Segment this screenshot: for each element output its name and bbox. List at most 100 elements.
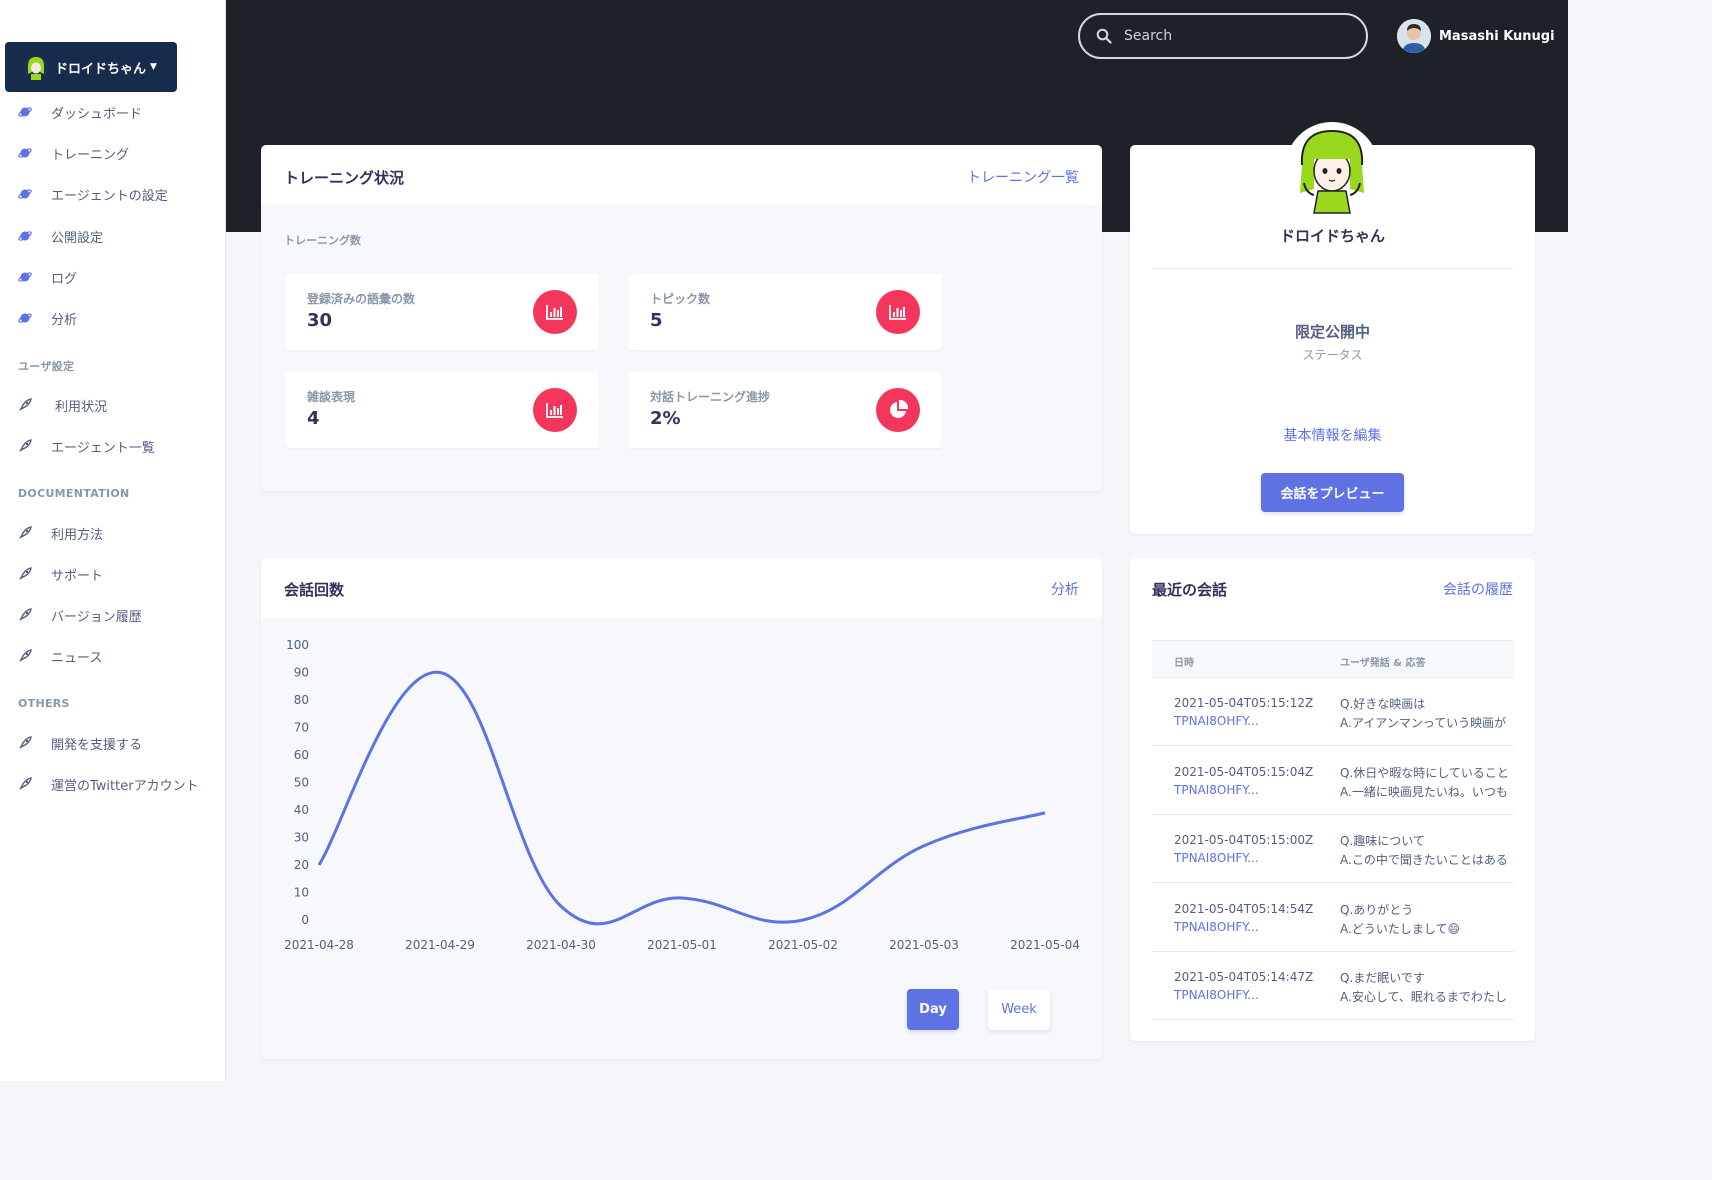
day-button[interactable]: Day — [907, 989, 959, 1030]
sidebar-section-others: OTHERS — [18, 697, 70, 710]
sidebar-item-publish-settings[interactable]: 公開設定 — [0, 224, 226, 248]
planet-icon — [18, 189, 32, 199]
row-session-id-link[interactable]: TPNAI8OHFY... — [1174, 851, 1259, 865]
sidebar-item-label: 利用状況 — [55, 399, 108, 415]
caret-down-icon: ▼ — [150, 62, 157, 72]
rocket-icon — [19, 398, 32, 411]
row-agent-response: A.この中で聞きたいことはある — [1340, 853, 1508, 867]
row-session-id-link[interactable]: TPNAI8OHFY... — [1174, 714, 1259, 728]
analytics-link[interactable]: 分析 — [1051, 582, 1079, 598]
user-menu[interactable]: Masashi Kunugi — [1397, 19, 1555, 53]
planet-icon — [18, 272, 32, 282]
row-session-id-link[interactable]: TPNAI8OHFY... — [1174, 988, 1259, 1002]
row-datetime: 2021-05-04T05:15:04Z — [1174, 764, 1314, 779]
sidebar-item-label: 公開設定 — [51, 230, 104, 246]
table-row[interactable]: 2021-05-04T05:15:12Z TPNAI8OHFY... Q.好きな映画… — [1152, 678, 1514, 746]
y-tick-label: 40 — [294, 803, 309, 817]
search-box[interactable] — [1078, 13, 1368, 59]
sidebar: ドロイドちゃん ▼ ダッシュボード トレーニング エージェントの設定 公開設定 … — [0, 0, 226, 1081]
stat-small-talk: 雑談表現 4 — [285, 372, 599, 448]
y-tick-label: 90 — [294, 666, 309, 680]
row-agent-response: A.安心して、眠れるまでわたし — [1340, 990, 1507, 1004]
preview-conversation-button[interactable]: 会話をプレビュー — [1261, 473, 1404, 512]
x-tick-label: 2021-04-28 — [284, 938, 354, 952]
row-user-utterance: Q.まだ眠いです — [1340, 971, 1425, 985]
stat-dialog-training-progress: 対話トレーニング進捗 2% — [628, 372, 942, 448]
planet-icon — [18, 231, 32, 241]
y-tick-label: 10 — [294, 886, 309, 900]
profile-card: ドロイドちゃん 限定公開中 ステータス 基本情報を編集 会話をプレビュー — [1130, 122, 1535, 534]
series-line — [317, 670, 1046, 926]
stat-label: 雑談表現 — [307, 390, 356, 404]
rocket-icon — [19, 526, 32, 539]
sidebar-item-dashboard[interactable]: ダッシュボード — [0, 100, 226, 124]
sidebar-item-label: エージェントの設定 — [51, 188, 168, 204]
training-card-body: トレーニング数 登録済みの語彙の数 30 トピック数 5 雑談表現 4 対話トレ… — [261, 205, 1102, 491]
stat-topics: トピック数 5 — [628, 274, 942, 350]
bar-chart-icon — [876, 290, 920, 334]
recent-card-title: 最近の会話 — [1152, 581, 1228, 599]
sidebar-item-usage[interactable]: 利用状況 — [0, 393, 226, 417]
row-datetime: 2021-05-04T05:15:12Z — [1174, 696, 1314, 710]
sidebar-item-label: 開発を支援する — [51, 737, 143, 753]
rocket-icon — [19, 567, 32, 580]
pie-chart-icon — [876, 388, 920, 432]
sidebar-item-label: ダッシュボード — [51, 106, 143, 122]
rocket-icon — [19, 439, 32, 452]
x-tick-label: 2021-05-03 — [889, 938, 959, 952]
row-datetime: 2021-05-04T05:14:54Z — [1174, 901, 1314, 916]
row-session-id-link[interactable]: TPNAI8OHFY... — [1174, 919, 1259, 934]
sidebar-section-user: ユーザ設定 — [18, 360, 75, 373]
sidebar-item-label: バージョン履歴 — [51, 609, 142, 625]
row-user-utterance: Q.趣味について — [1340, 834, 1425, 848]
training-status-card: トレーニング状況 トレーニング一覧 トレーニング数 登録済みの語彙の数 30 ト… — [261, 145, 1102, 491]
sidebar-item-news[interactable]: ニュース — [0, 644, 226, 668]
droid-chan-profile-avatar — [1285, 122, 1379, 216]
edit-basic-info-link[interactable]: 基本情報を編集 — [1283, 428, 1382, 444]
search-input[interactable] — [1124, 28, 1344, 44]
row-user-utterance: Q.好きな映画は — [1340, 697, 1426, 711]
conversation-history-link[interactable]: 会話の履歴 — [1443, 582, 1513, 598]
row-datetime: 2021-05-04T05:15:00Z — [1174, 833, 1314, 847]
sidebar-item-label: エージェント一覧 — [51, 440, 155, 456]
table-header: 日時 ユーザ発話 & 応答 — [1152, 640, 1514, 678]
sidebar-item-agent-settings[interactable]: エージェントの設定 — [0, 182, 226, 206]
training-list-link[interactable]: トレーニング一覧 — [967, 170, 1079, 186]
table-row[interactable]: 2021-05-04T05:15:00Z TPNAI8OHFY... Q.趣味につい… — [1152, 815, 1514, 883]
user-name: Masashi Kunugi — [1439, 28, 1555, 44]
table-row[interactable]: 2021-05-04T05:15:04Z TPNAI8OHFY... Q.休日や暇な… — [1152, 747, 1514, 815]
x-tick-label: 2021-05-02 — [768, 938, 838, 952]
brand-name: ドロイドちゃん — [55, 61, 147, 77]
row-user-utterance: Q.休日や暇な時にしていること — [1340, 765, 1509, 780]
sidebar-item-label: サポート — [51, 568, 104, 584]
stat-value: 4 — [307, 408, 320, 429]
search-icon — [1096, 28, 1112, 44]
rocket-icon — [19, 649, 32, 662]
training-card-title: トレーニング状況 — [284, 169, 405, 187]
sidebar-item-analytics[interactable]: 分析 — [0, 306, 226, 330]
row-datetime: 2021-05-04T05:14:47Z — [1174, 970, 1314, 984]
stat-value: 2% — [650, 408, 681, 429]
sidebar-item-twitter-account[interactable]: 運営のTwitterアカウント — [0, 772, 226, 796]
sidebar-item-agent-list[interactable]: エージェント一覧 — [0, 434, 226, 458]
stat-value: 30 — [307, 310, 333, 331]
sidebar-item-version-history[interactable]: バージョン履歴 — [0, 603, 226, 627]
table-row[interactable]: 2021-05-04T05:14:47Z TPNAI8OHFY... Q.まだ眠いで… — [1152, 952, 1514, 1020]
x-tick-label: 2021-05-04 — [1010, 938, 1080, 952]
row-user-utterance: Q.ありがとう — [1340, 902, 1414, 917]
sidebar-item-training[interactable]: トレーニング — [0, 141, 226, 165]
rocket-icon — [19, 608, 32, 621]
row-session-id-link[interactable]: TPNAI8OHFY... — [1174, 782, 1259, 797]
stat-label: トピック数 — [650, 292, 711, 306]
sidebar-item-log[interactable]: ログ — [0, 265, 226, 289]
week-button[interactable]: Week — [988, 989, 1050, 1030]
sidebar-item-support[interactable]: サポート — [0, 562, 226, 586]
droid-chan-avatar-icon — [24, 55, 48, 80]
sidebar-item-label: トレーニング — [51, 147, 130, 163]
table-row[interactable]: 2021-05-04T05:14:54Z TPNAI8OHFY... Q.ありがとう… — [1152, 884, 1514, 952]
agent-selector-dropdown[interactable]: ドロイドちゃん ▼ — [5, 42, 177, 92]
row-agent-response: A.どういたしまして😄 — [1340, 921, 1460, 936]
sidebar-item-how-to-use[interactable]: 利用方法 — [0, 521, 226, 545]
profile-name: ドロイドちゃん — [1279, 227, 1385, 245]
sidebar-item-support-development[interactable]: 開発を支援する — [0, 731, 226, 755]
